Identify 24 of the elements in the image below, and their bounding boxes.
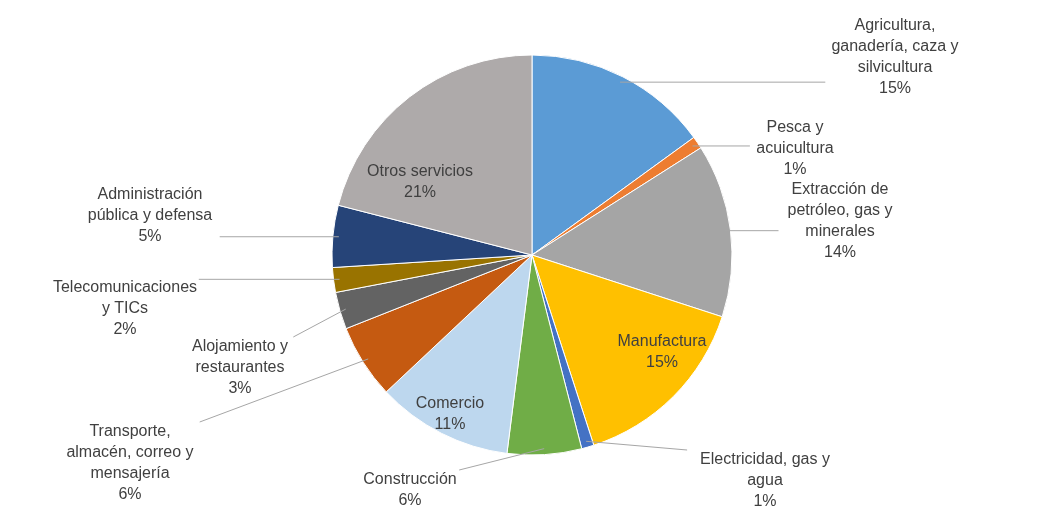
slice-label: Pesca y acuicultura (756, 118, 834, 156)
slice-label: Otros servicios (367, 162, 473, 179)
data-label: 14% (823, 243, 857, 260)
slice-label: Electricidad, gas y agua (700, 450, 830, 488)
data-label: 1% (753, 492, 777, 509)
data-label: 15% (878, 79, 912, 96)
data-label: 21% (403, 183, 437, 200)
data-label: 2% (113, 320, 137, 337)
data-label: 3% (228, 379, 252, 396)
data-label: 5% (138, 227, 162, 244)
data-label: 1% (783, 160, 807, 177)
slice-label: Administración pública y defensa (87, 185, 213, 223)
slice-label: Manufactura (617, 332, 707, 349)
slice-label: Transporte, almacén, correo y mensajería (66, 422, 194, 481)
data-label: 11% (434, 415, 466, 432)
data-label: 6% (398, 491, 422, 508)
data-label: 15% (645, 353, 679, 370)
slice-label: Alojamiento y restaurantes (191, 337, 289, 375)
data-label: 6% (118, 485, 142, 502)
slice-label: Construcción (363, 470, 457, 487)
slice-label: Comercio (415, 394, 485, 411)
slice-label: Extracción de petróleo, gas y minerales (787, 180, 893, 239)
slice-label: Agricultura, ganadería, caza y silvicultura (831, 16, 959, 75)
slice-label: Telecomunicaciones y TICs (52, 278, 198, 316)
